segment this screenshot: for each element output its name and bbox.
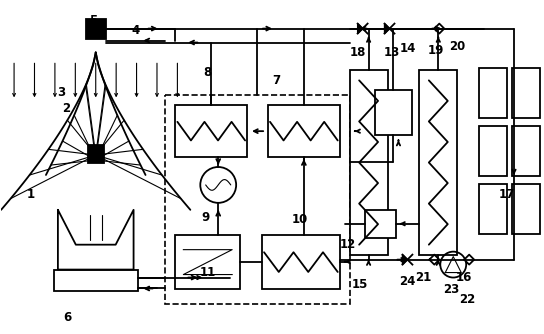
Bar [262,235,339,290]
Bar [350,70,387,255]
Text: 22: 22 [459,293,475,306]
Bar [54,270,138,292]
Bar [479,184,507,234]
Bar [175,105,247,157]
Text: 8: 8 [203,66,212,79]
Bar [375,90,412,135]
Text: 4: 4 [132,24,140,37]
Text: 6: 6 [64,311,72,324]
Polygon shape [357,24,363,33]
Text: 19: 19 [428,44,444,57]
Bar [86,19,106,38]
Text: 23: 23 [443,283,459,296]
Polygon shape [385,24,390,33]
Text: 9: 9 [201,211,209,224]
Bar [364,210,397,238]
Text: 3: 3 [57,86,65,99]
Text: 16: 16 [456,271,472,284]
Bar [512,126,540,176]
Bar [512,68,540,118]
Bar [479,126,507,176]
Text: 17: 17 [499,188,515,201]
Text: 13: 13 [384,46,400,59]
Bar [165,95,350,304]
Text: 20: 20 [449,40,465,53]
Text: 14: 14 [399,42,416,55]
Bar [479,68,507,118]
Bar [268,105,339,157]
Text: 21: 21 [415,271,431,284]
Text: 18: 18 [349,46,366,59]
Bar [175,235,240,290]
Polygon shape [403,255,407,265]
Bar [88,145,104,163]
Text: 24: 24 [399,275,416,288]
Bar [419,70,457,255]
Text: 5: 5 [89,14,97,27]
Bar [512,184,540,234]
Text: 7: 7 [272,74,280,87]
Text: 15: 15 [351,278,368,291]
Text: 10: 10 [292,213,308,226]
Text: 11: 11 [200,266,217,279]
Text: 1: 1 [27,188,35,201]
Text: 2: 2 [62,102,70,115]
Text: 12: 12 [339,238,356,251]
